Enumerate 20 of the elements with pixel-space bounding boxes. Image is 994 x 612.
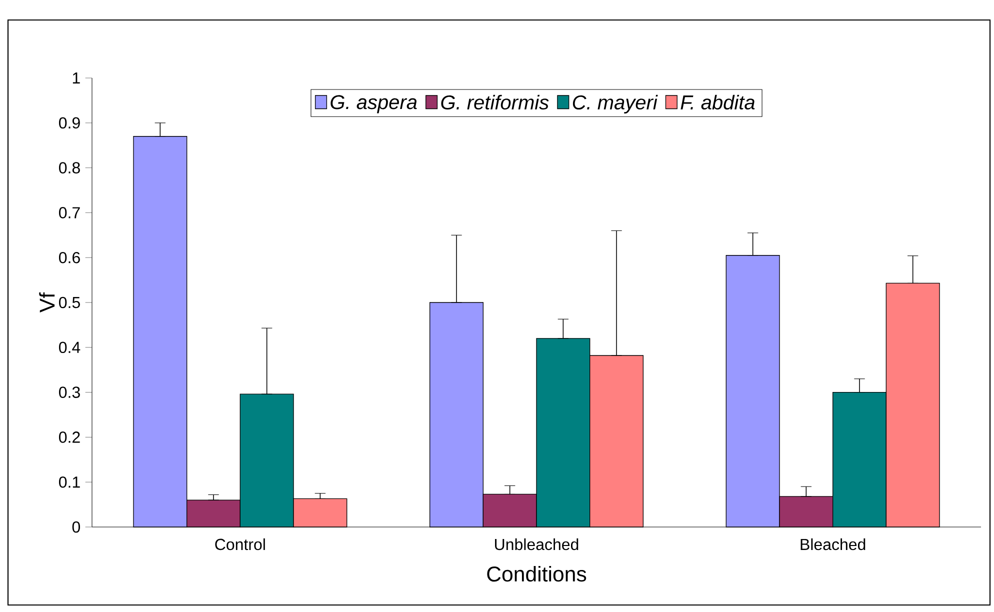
x-tick-label: Bleached <box>800 538 866 550</box>
y-tick-label: 0.6 <box>59 252 80 264</box>
y-tick-label: 0.7 <box>59 207 80 218</box>
y-tick-label: 1 <box>72 72 80 84</box>
y-tick-label: 0 <box>72 521 80 533</box>
y-tick-label: 0.3 <box>59 386 80 398</box>
y-tick-label: 0.9 <box>59 117 80 129</box>
y-tick-label: 0.4 <box>59 342 80 354</box>
y-axis-title: Vf <box>39 292 55 312</box>
legend-label: F. abdita <box>680 94 755 110</box>
y-tick-label: 0.2 <box>59 432 80 443</box>
legend-label: C. mayeri <box>572 94 658 114</box>
x-axis-title: Conditions <box>487 566 586 582</box>
y-tick-label: 0.5 <box>59 296 80 308</box>
legend-label: G. aspera <box>330 95 417 114</box>
y-tick-label: 0.8 <box>59 162 80 174</box>
y-tick-label: 0.1 <box>59 476 80 488</box>
x-tick-label: Unbleached <box>495 538 578 550</box>
legend-label: G. retiformis <box>441 94 549 110</box>
x-tick-label: Control <box>215 538 265 550</box>
